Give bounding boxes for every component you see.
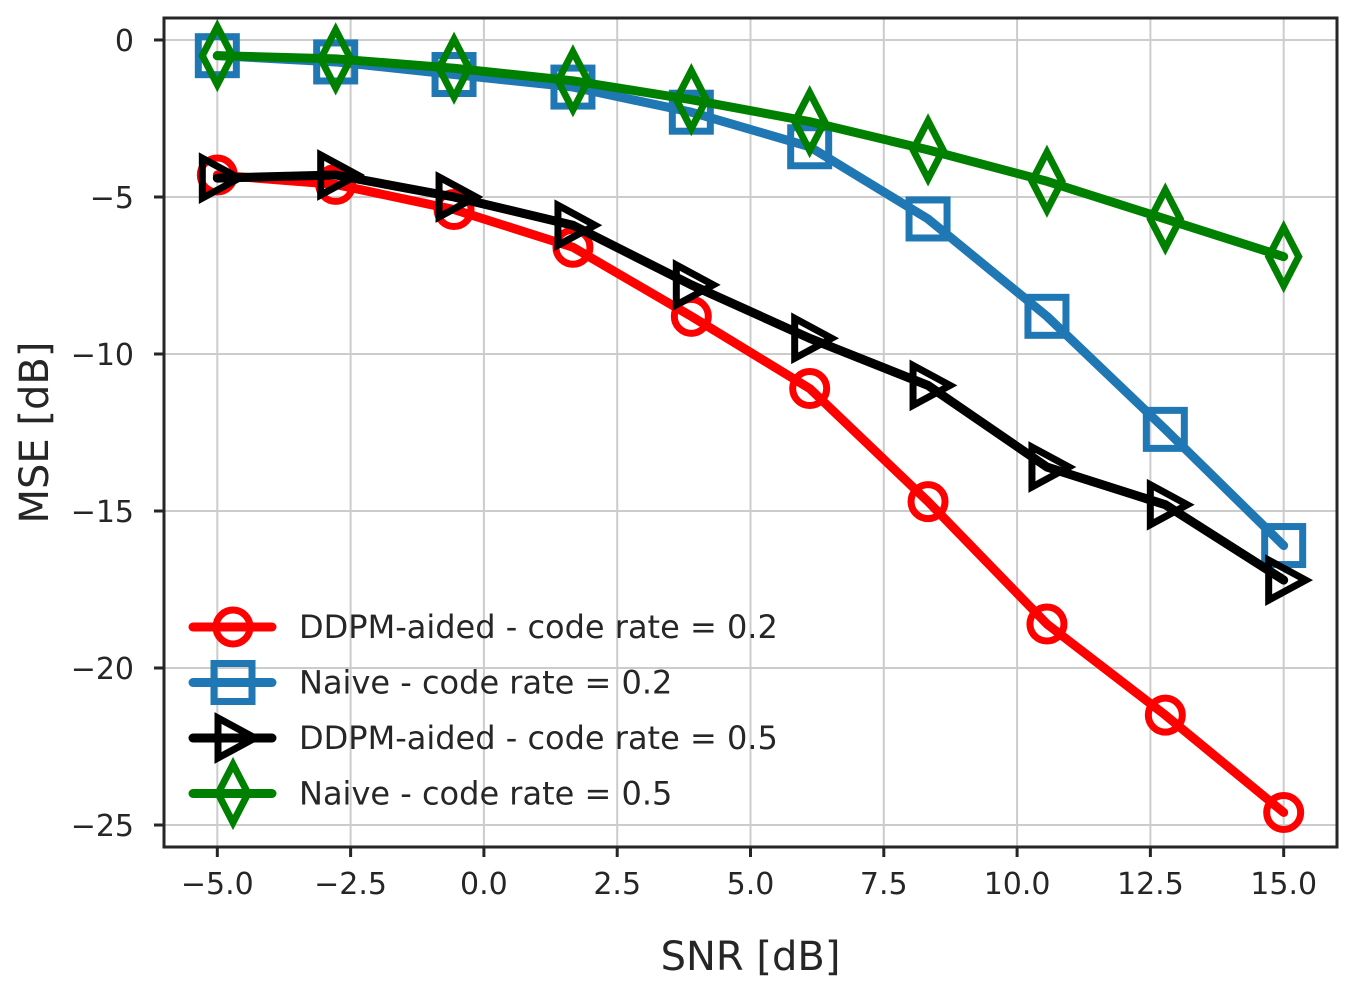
y-tick-label: −5 xyxy=(90,181,134,216)
legend-marker-square xyxy=(210,660,256,705)
data-point-square xyxy=(905,196,951,242)
legend-entry: DDPM-aided - code rate = 0.2 xyxy=(188,606,778,648)
x-axis-label: SNR [dB] xyxy=(661,934,841,980)
data-point-circle xyxy=(907,481,949,523)
y-tick-label: −25 xyxy=(71,809,134,844)
y-tick-label: 0 xyxy=(115,24,134,59)
y-axis-label: MSE [dB] xyxy=(12,342,58,524)
x-tick-label: 7.5 xyxy=(860,867,908,902)
data-point-diamond xyxy=(554,44,592,118)
y-tick-label: −20 xyxy=(71,652,134,687)
data-point-circle xyxy=(1026,603,1068,645)
data-point-circle xyxy=(1144,694,1186,736)
data-point-triangle-right xyxy=(317,149,366,201)
y-tick-label: −15 xyxy=(71,495,134,530)
data-point-diamond xyxy=(316,22,355,96)
legend-label: DDPM-aided - code rate = 0.2 xyxy=(299,608,778,646)
axis-ticks xyxy=(154,38,1286,857)
data-point-square xyxy=(787,124,833,170)
data-point-triangle-right xyxy=(791,312,840,365)
x-tick-label: 2.5 xyxy=(593,867,641,902)
series-line xyxy=(212,170,1289,585)
y-tick-label: −10 xyxy=(71,338,134,373)
legend-marker-diamond xyxy=(214,756,252,831)
x-tick-label: −5.0 xyxy=(181,867,254,902)
legend-label: Naive - code rate = 0.5 xyxy=(299,775,672,813)
data-point-triangle-right xyxy=(1265,554,1314,606)
grid-lines xyxy=(164,18,1337,847)
legend-marker-circle xyxy=(212,606,254,648)
data-point-diamond xyxy=(672,63,711,137)
data-point-triangle-right xyxy=(1146,478,1195,531)
data-point-diamond xyxy=(1264,220,1303,294)
x-tick-label: 5.0 xyxy=(727,867,775,902)
x-tick-label: 12.5 xyxy=(1117,867,1184,902)
series-line xyxy=(212,51,1289,551)
legend-entry: Naive - code rate = 0.5 xyxy=(188,756,672,831)
legend: DDPM-aided - code rate = 0.2 Naive - code… xyxy=(188,606,778,831)
data-point-triangle-right xyxy=(554,199,603,252)
tick-labels: −5.0 −2.5 0.0 2.5 5.0 7.5 10.0 12.5 15.0 0 −5 −10 −1… xyxy=(71,24,1317,902)
data-point-triangle-right xyxy=(198,152,247,205)
data-point-triangle-right xyxy=(909,359,958,412)
legend-entry: DDPM-aided - code rate = 0.5 xyxy=(188,712,778,764)
x-tick-label: 15.0 xyxy=(1250,867,1317,902)
data-point-circle xyxy=(789,368,831,410)
x-tick-label: 0.0 xyxy=(460,867,508,902)
legend-label: Naive - code rate = 0.2 xyxy=(299,664,672,702)
series-line xyxy=(212,170,1289,817)
series-4 xyxy=(198,19,1303,294)
data-point-circle xyxy=(1263,791,1305,833)
x-tick-label: 10.0 xyxy=(984,867,1051,902)
data-point-diamond xyxy=(1146,182,1185,256)
legend-entry: Naive - code rate = 0.2 xyxy=(188,660,672,705)
data-point-triangle-right xyxy=(1028,441,1077,493)
data-point-diamond xyxy=(909,113,947,187)
series-3 xyxy=(198,149,1314,606)
data-point-diamond xyxy=(790,85,829,159)
data-point-diamond xyxy=(435,31,473,105)
data-point-square xyxy=(1024,293,1070,339)
data-point-square xyxy=(1142,406,1188,452)
legend-marker-triangle-right xyxy=(214,712,263,764)
series-layer xyxy=(194,19,1314,833)
data-point-diamond xyxy=(1028,144,1066,218)
series-line xyxy=(212,51,1289,262)
data-point-triangle-right xyxy=(435,171,484,223)
data-point-triangle-right xyxy=(672,259,721,311)
data-point-diamond xyxy=(198,19,237,93)
x-tick-label: −2.5 xyxy=(314,867,387,902)
legend-label: DDPM-aided - code rate = 0.5 xyxy=(299,719,778,757)
